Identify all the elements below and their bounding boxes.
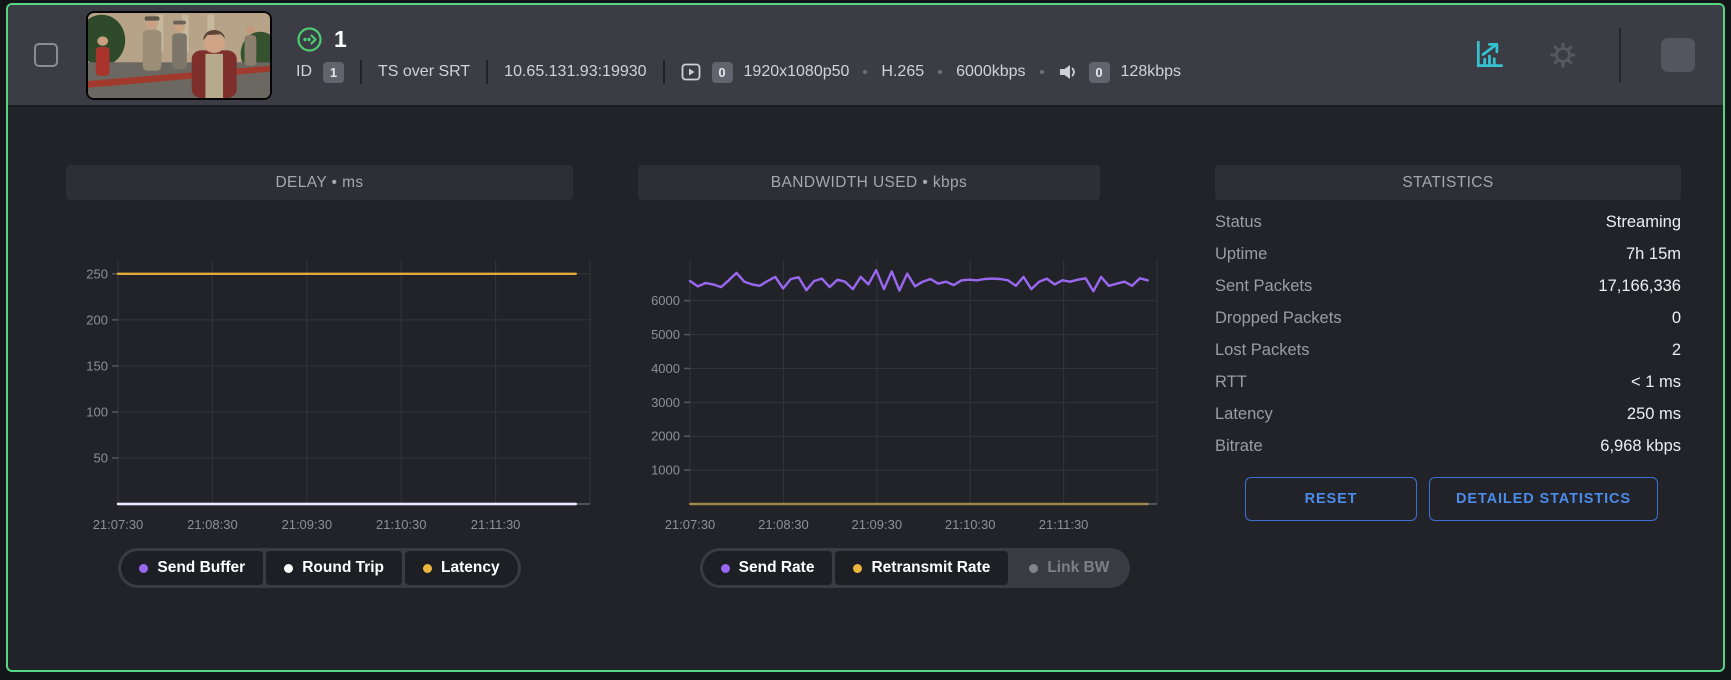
stream-detail-body: DELAY • ms 50 100 150 200 250 21:07:30 21:08:3…	[8, 107, 1723, 588]
stat-row-bitrate: Bitrate 6,968 kbps	[1215, 436, 1681, 455]
dot-separator	[938, 70, 943, 74]
video-track-badge: 0	[711, 61, 733, 83]
id-label: ID	[296, 63, 312, 80]
id-badge: 1	[323, 61, 344, 83]
stream-select-checkbox[interactable]	[34, 43, 58, 67]
detailed-statistics-button[interactable]: DETAILED STATISTICS	[1429, 477, 1658, 521]
delay-panel-title: DELAY • ms	[66, 165, 573, 200]
svg-text:6000: 6000	[651, 293, 680, 308]
resolution-label: 1920x1080p50	[743, 63, 850, 80]
stat-row-dropped-packets: Dropped Packets 0	[1215, 308, 1681, 327]
stream-title: 1	[334, 26, 347, 52]
svg-text:21:09:30: 21:09:30	[851, 517, 902, 532]
header-divider	[1619, 28, 1621, 82]
meta-divider	[360, 60, 362, 84]
legend-item-retransmit-rate[interactable]: Retransmit Rate	[835, 551, 1009, 585]
statistics-panel-title: STATISTICS	[1215, 165, 1681, 200]
reset-button[interactable]: RESET	[1245, 477, 1417, 521]
bandwidth-panel: BANDWIDTH USED • kbps 1000 2000 3000 4000 50…	[638, 165, 1165, 588]
retransmit-rate-dot-icon	[853, 563, 863, 573]
meta-divider	[486, 60, 489, 84]
svg-text:21:08:30: 21:08:30	[758, 517, 809, 532]
svg-text:200: 200	[86, 312, 108, 327]
legend-item-link-bw[interactable]: Link BW	[1011, 551, 1127, 585]
stat-row-lost-packets: Lost Packets 2	[1215, 340, 1681, 359]
svg-text:5000: 5000	[651, 327, 680, 342]
audio-bitrate-label: 128kbps	[1120, 63, 1182, 80]
statistics-chart-icon[interactable]	[1473, 38, 1507, 72]
delay-legend: Send Buffer Round Trip Latency	[118, 548, 521, 588]
link-bw-dot-icon	[1029, 563, 1039, 573]
address-label: 10.65.131.93:19930	[504, 63, 647, 80]
legend-item-latency[interactable]: Latency	[405, 551, 518, 585]
dropped-packets-value: 0	[1671, 308, 1681, 327]
latency-dot-icon	[423, 563, 433, 573]
svg-text:21:10:30: 21:10:30	[945, 517, 996, 532]
stat-row-uptime: Uptime 7h 15m	[1215, 244, 1681, 263]
sent-packets-value: 17,166,336	[1598, 276, 1681, 295]
meta-divider	[662, 60, 665, 84]
stream-meta-row: ID 1 TS over SRT 10.65.131.93:19930 0 19…	[296, 60, 1181, 84]
statistics-list: Status Streaming Uptime 7h 15m Sent Pack…	[1215, 206, 1681, 462]
statistics-panel: STATISTICS Status Streaming Uptime 7h 15…	[1215, 165, 1681, 588]
svg-text:21:07:30: 21:07:30	[93, 517, 144, 532]
svg-text:150: 150	[86, 358, 108, 373]
legend-item-round-trip[interactable]: Round Trip	[266, 551, 403, 585]
delay-panel: DELAY • ms 50 100 150 200 250 21:07:30 21:08:3…	[66, 165, 598, 588]
svg-text:4000: 4000	[651, 361, 680, 376]
svg-text:1000: 1000	[651, 463, 680, 478]
audio-track-badge: 0	[1088, 61, 1110, 83]
header-actions	[1473, 28, 1695, 82]
latency-value: 250 ms	[1626, 404, 1681, 423]
svg-text:2000: 2000	[651, 429, 680, 444]
svg-text:21:11:30: 21:11:30	[1039, 517, 1089, 532]
lost-packets-value: 2	[1671, 340, 1681, 359]
send-rate-dot-icon	[720, 563, 730, 573]
thumbnail-image	[88, 12, 270, 98]
svg-text:21:09:30: 21:09:30	[281, 517, 332, 532]
bandwidth-panel-title: BANDWIDTH USED • kbps	[638, 165, 1100, 200]
svg-text:3000: 3000	[651, 395, 680, 410]
svg-text:21:08:30: 21:08:30	[187, 517, 238, 532]
dot-separator	[1039, 70, 1044, 74]
audio-speaker-icon	[1058, 62, 1078, 82]
bitrate-value: 6,968 kbps	[1600, 436, 1681, 455]
video-bitrate-label: 6000kbps	[956, 63, 1026, 80]
stat-row-rtt: RTT < 1 ms	[1215, 372, 1681, 391]
legend-item-send-buffer[interactable]: Send Buffer	[121, 551, 264, 585]
svg-text:100: 100	[86, 404, 108, 419]
codec-label: H.265	[881, 63, 925, 80]
svg-text:50: 50	[94, 450, 108, 465]
svg-text:21:11:30: 21:11:30	[471, 517, 521, 532]
stat-row-status: Status Streaming	[1215, 212, 1681, 231]
stat-row-latency: Latency 250 ms	[1215, 404, 1681, 423]
rtt-value: < 1 ms	[1631, 372, 1681, 391]
protocol-label: TS over SRT	[378, 63, 471, 80]
legend-item-send-rate[interactable]: Send Rate	[702, 551, 833, 585]
bandwidth-chart: 1000 2000 3000 4000 5000 6000 21:07:30 21:08:30…	[651, 260, 1158, 532]
svg-text:21:07:30: 21:07:30	[665, 517, 716, 532]
bandwidth-legend: Send Rate Retransmit Rate Link BW	[699, 548, 1131, 588]
stream-title-block: 1 ID 1 TS over SRT 10.65.131.93:19930 0 …	[296, 26, 1181, 84]
video-track-icon	[681, 62, 701, 82]
send-buffer-dot-icon	[139, 563, 149, 573]
settings-gear-icon[interactable]	[1547, 39, 1579, 71]
stream-card: 1 ID 1 TS over SRT 10.65.131.93:19930 0 …	[6, 3, 1725, 672]
delay-chart: 50 100 150 200 250 21:07:30 21:08:30 21:09:30 21…	[86, 260, 591, 532]
stream-status-icon	[296, 26, 323, 53]
stream-thumbnail[interactable]	[86, 10, 272, 100]
svg-text:250: 250	[86, 266, 108, 281]
uptime-value: 7h 15m	[1625, 244, 1681, 263]
stop-button[interactable]	[1661, 38, 1695, 72]
status-value: Streaming	[1605, 212, 1681, 231]
stream-header-bar: 1 ID 1 TS over SRT 10.65.131.93:19930 0 …	[8, 5, 1723, 107]
svg-text:21:10:30: 21:10:30	[376, 517, 427, 532]
dot-separator	[863, 70, 868, 74]
round-trip-dot-icon	[284, 563, 294, 573]
stat-row-sent-packets: Sent Packets 17,166,336	[1215, 276, 1681, 295]
